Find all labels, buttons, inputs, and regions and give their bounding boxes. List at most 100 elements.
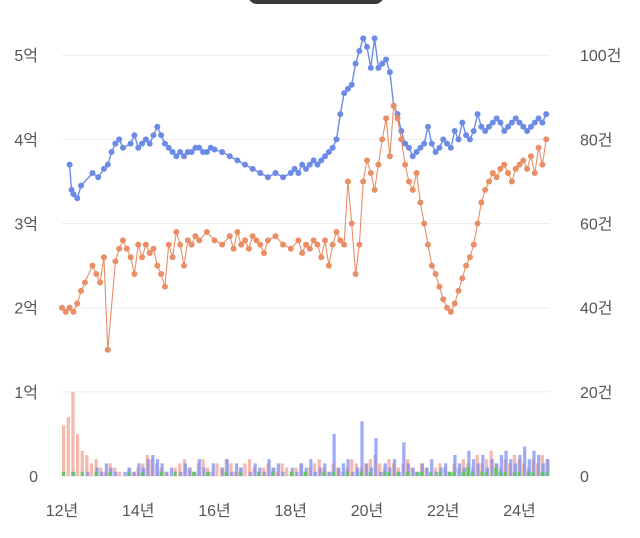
- data-point: [394, 115, 401, 122]
- data-point: [158, 132, 165, 139]
- data-point: [474, 220, 481, 227]
- volume-bar: [229, 463, 233, 476]
- data-point: [97, 279, 104, 286]
- volume-bar: [461, 471, 465, 476]
- data-point: [455, 136, 462, 143]
- data-point: [520, 157, 527, 164]
- data-point: [505, 170, 512, 177]
- data-point: [142, 241, 149, 248]
- data-point: [379, 136, 386, 143]
- data-point: [524, 127, 531, 134]
- volume-bar: [434, 471, 438, 476]
- y-right-tick-label: 80건: [580, 131, 613, 149]
- data-point: [501, 161, 508, 168]
- tooltip-stub: [249, 0, 383, 4]
- data-point: [219, 149, 226, 156]
- data-point: [242, 161, 248, 168]
- data-point: [70, 191, 77, 198]
- y-left-tick-label: 1억: [14, 384, 38, 402]
- data-point: [451, 300, 458, 307]
- data-point: [245, 245, 252, 252]
- data-point: [158, 271, 165, 278]
- data-point: [516, 119, 523, 126]
- data-point: [371, 35, 378, 42]
- data-point: [272, 233, 279, 240]
- volume-bar: [429, 471, 433, 476]
- volume-bar: [346, 459, 350, 476]
- volume-bar: [179, 471, 183, 476]
- volume-bar: [313, 471, 318, 476]
- volume-bar: [499, 454, 504, 476]
- data-point: [383, 56, 390, 63]
- data-point: [352, 60, 359, 67]
- volume-bar: [159, 471, 163, 476]
- volume-bar: [396, 471, 400, 476]
- volume-bar: [262, 471, 267, 476]
- data-point: [165, 241, 172, 248]
- data-point: [470, 127, 477, 134]
- volume-bar: [466, 467, 470, 476]
- data-point: [322, 237, 329, 244]
- data-point: [413, 170, 420, 177]
- data-point: [337, 111, 344, 118]
- data-point: [169, 149, 176, 156]
- volume-bar: [365, 463, 369, 476]
- data-point: [154, 262, 161, 269]
- y-left-tick-label: 5억: [14, 47, 38, 65]
- volume-bar: [66, 417, 70, 476]
- volume-bar: [248, 471, 253, 476]
- data-point: [508, 119, 515, 126]
- data-point: [474, 111, 481, 118]
- data-point: [93, 271, 100, 278]
- data-point: [120, 237, 126, 244]
- volume-bar: [546, 459, 550, 476]
- data-point: [478, 123, 485, 130]
- volume-bar: [62, 471, 66, 476]
- data-point: [196, 237, 203, 244]
- volume-bar: [471, 459, 476, 476]
- data-point: [74, 300, 81, 307]
- data-point: [402, 140, 409, 147]
- data-point: [524, 165, 531, 172]
- volume-bar: [303, 471, 307, 476]
- data-point: [142, 136, 149, 143]
- data-point: [447, 308, 454, 315]
- data-point: [364, 43, 370, 50]
- volume-bar: [137, 463, 141, 476]
- volume-bar: [299, 463, 304, 476]
- data-point: [535, 115, 542, 122]
- volume-bar: [89, 463, 94, 476]
- data-point: [478, 199, 485, 206]
- data-point: [310, 157, 317, 164]
- data-point: [386, 153, 393, 160]
- data-point: [253, 237, 260, 244]
- data-point: [280, 174, 287, 181]
- data-point: [390, 102, 397, 109]
- volume-bar: [332, 433, 336, 476]
- data-point: [314, 161, 321, 168]
- volume-bar: [276, 463, 280, 476]
- data-point: [127, 254, 134, 261]
- data-point: [539, 119, 546, 126]
- data-point: [181, 153, 187, 160]
- data-point: [257, 170, 264, 177]
- volume-bar: [224, 471, 228, 476]
- volume-bar: [509, 459, 513, 476]
- data-point: [531, 170, 538, 177]
- data-point: [417, 199, 424, 206]
- volume-bar: [146, 459, 150, 476]
- data-point: [131, 132, 138, 139]
- data-point: [501, 127, 508, 134]
- volume-bar: [382, 471, 386, 476]
- data-point: [543, 136, 550, 143]
- data-point: [226, 233, 233, 240]
- volume-bar: [368, 471, 372, 476]
- volume-bar: [86, 471, 90, 476]
- volume-bar: [132, 471, 136, 476]
- volume-bar: [62, 425, 66, 476]
- data-point: [177, 149, 184, 156]
- data-point: [139, 140, 146, 147]
- data-point: [375, 161, 382, 168]
- data-point: [165, 144, 172, 151]
